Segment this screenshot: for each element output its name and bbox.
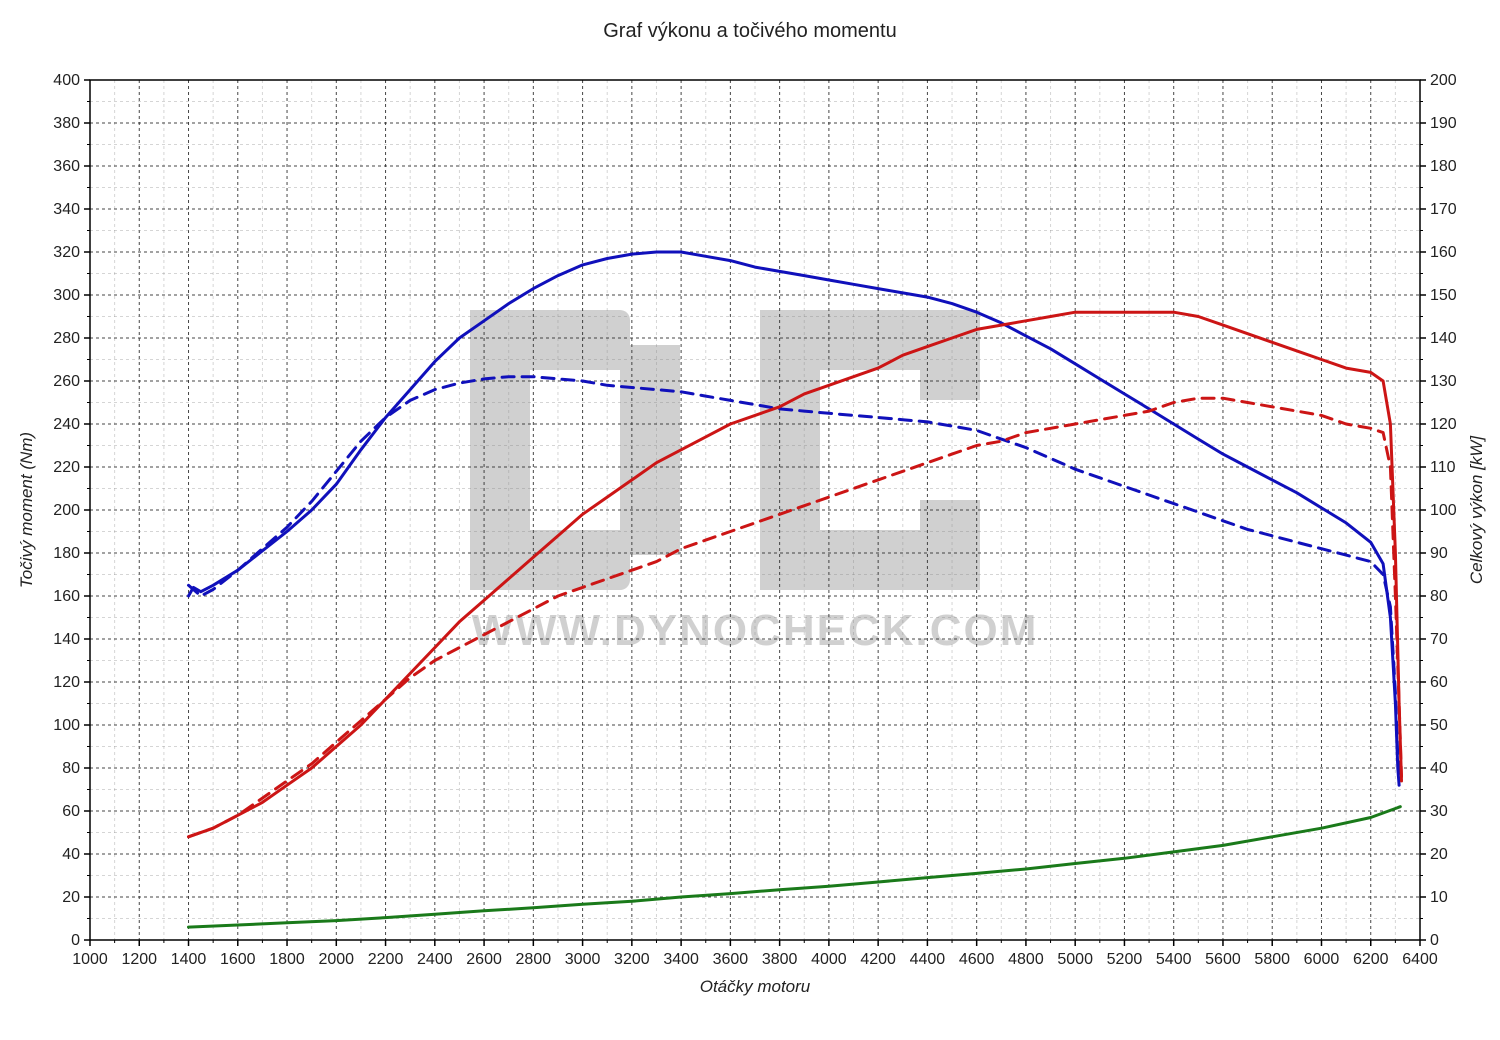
svg-text:220: 220 [53,459,80,476]
svg-text:60: 60 [62,803,80,820]
svg-text:3600: 3600 [713,951,749,968]
svg-text:50: 50 [1430,717,1448,734]
svg-text:2800: 2800 [516,951,552,968]
svg-text:0: 0 [71,932,80,949]
y-right-label: Celkový výkon [kW] [1467,435,1486,585]
svg-text:5800: 5800 [1254,951,1290,968]
svg-text:5600: 5600 [1205,951,1241,968]
svg-text:4400: 4400 [910,951,946,968]
svg-text:140: 140 [1430,330,1457,347]
svg-text:3200: 3200 [614,951,650,968]
svg-text:160: 160 [1430,244,1457,261]
svg-text:180: 180 [53,545,80,562]
svg-text:20: 20 [62,889,80,906]
svg-text:2000: 2000 [318,951,354,968]
svg-text:40: 40 [1430,760,1448,777]
svg-text:2600: 2600 [466,951,502,968]
svg-text:20: 20 [1430,846,1448,863]
svg-text:3000: 3000 [565,951,601,968]
svg-text:200: 200 [1430,72,1457,89]
svg-text:1200: 1200 [121,951,157,968]
svg-text:3800: 3800 [762,951,798,968]
svg-text:160: 160 [53,588,80,605]
svg-text:320: 320 [53,244,80,261]
svg-text:4000: 4000 [811,951,847,968]
svg-text:260: 260 [53,373,80,390]
svg-text:1400: 1400 [171,951,207,968]
svg-text:120: 120 [1430,416,1457,433]
svg-text:4200: 4200 [860,951,896,968]
svg-text:4600: 4600 [959,951,995,968]
svg-text:WWW.DYNOCHECK.COM: WWW.DYNOCHECK.COM [472,606,1039,655]
svg-text:110: 110 [1430,459,1456,476]
series-loss_power [189,807,1401,927]
svg-text:360: 360 [53,158,80,175]
svg-text:240: 240 [53,416,80,433]
svg-text:3400: 3400 [663,951,699,968]
y-left-label: Točivý moment (Nm) [17,432,36,588]
svg-text:6400: 6400 [1402,951,1438,968]
svg-text:60: 60 [1430,674,1448,691]
svg-text:380: 380 [53,115,80,132]
svg-text:180: 180 [1430,158,1457,175]
svg-text:5400: 5400 [1156,951,1192,968]
svg-text:2400: 2400 [417,951,453,968]
svg-text:5200: 5200 [1107,951,1143,968]
svg-text:300: 300 [53,287,80,304]
watermark: WWW.DYNOCHECK.COM [470,310,1038,655]
svg-text:150: 150 [1430,287,1457,304]
svg-text:340: 340 [53,201,80,218]
svg-text:120: 120 [53,674,80,691]
svg-text:140: 140 [53,631,80,648]
svg-text:1600: 1600 [220,951,256,968]
svg-text:6000: 6000 [1304,951,1340,968]
svg-text:70: 70 [1430,631,1448,648]
svg-text:1000: 1000 [72,951,108,968]
svg-text:200: 200 [53,502,80,519]
svg-text:80: 80 [62,760,80,777]
svg-text:130: 130 [1430,373,1457,390]
svg-text:10: 10 [1430,889,1448,906]
svg-text:190: 190 [1430,115,1457,132]
x-axis-label: Otáčky motoru [700,977,811,996]
svg-text:4800: 4800 [1008,951,1044,968]
svg-text:100: 100 [53,717,80,734]
svg-text:80: 80 [1430,588,1448,605]
grid [90,80,1420,940]
chart-svg: WWW.DYNOCHECK.COM10001200140016001800200… [0,0,1500,1040]
svg-text:0: 0 [1430,932,1439,949]
svg-text:6200: 6200 [1353,951,1389,968]
svg-text:170: 170 [1430,201,1457,218]
svg-text:280: 280 [53,330,80,347]
svg-text:5000: 5000 [1057,951,1093,968]
dyno-chart: Graf výkonu a točivého momentu WWW.DYNOC… [0,0,1500,1040]
svg-text:90: 90 [1430,545,1448,562]
svg-text:2200: 2200 [368,951,404,968]
svg-text:30: 30 [1430,803,1448,820]
svg-text:100: 100 [1430,502,1457,519]
svg-text:40: 40 [62,846,80,863]
svg-text:400: 400 [53,72,80,89]
svg-text:1800: 1800 [269,951,305,968]
